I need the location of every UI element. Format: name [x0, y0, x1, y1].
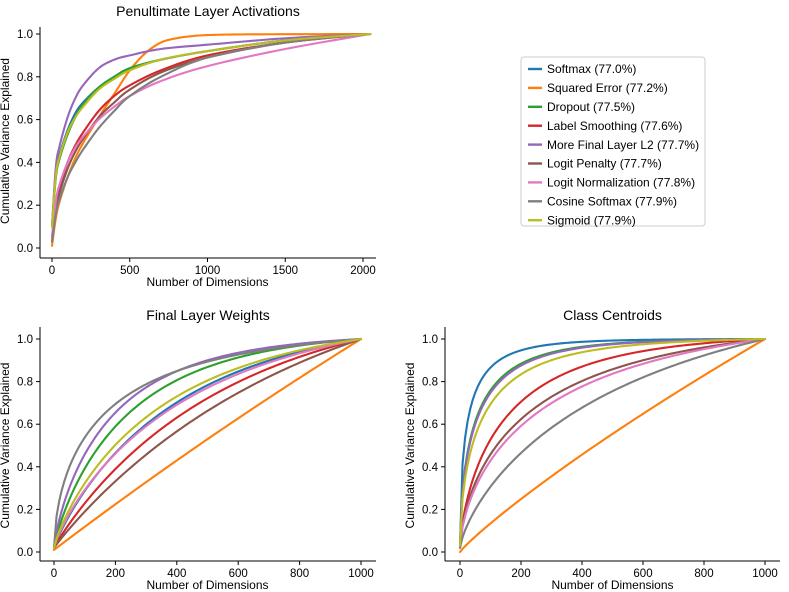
legend-label: Dropout (77.5%)	[547, 100, 635, 114]
legend-label: Label Smoothing (77.6%)	[547, 119, 682, 133]
legend-label: Softmax (77.0%)	[547, 62, 636, 76]
x-tick-label: 2000	[350, 265, 376, 277]
x-tick-label: 1000	[195, 265, 221, 277]
legend-item-softmax: Softmax (77.0%)	[528, 62, 636, 76]
y-tick-label: 0.4	[422, 462, 439, 474]
x-tick-label: 600	[229, 568, 248, 580]
y-tick-label: 0.8	[17, 72, 33, 84]
legend-label: More Final Layer L2 (77.7%)	[547, 138, 699, 152]
y-tick-label: 0.2	[17, 504, 33, 516]
series-line-label-smoothing	[52, 337, 363, 549]
y-tick-label: 0.2	[17, 200, 33, 212]
y-tick-label: 1.0	[422, 334, 438, 346]
legend-item-logit-normalization: Logit Normalization (77.8%)	[528, 176, 695, 190]
chart-final-layer-weights: Final Layer Weights 0.0 0.2 0.4 0.6 0.8 1.0 0 20…	[0, 307, 376, 592]
series-line-cosine-softmax	[52, 337, 363, 549]
y-tick-label: 0.0	[17, 243, 33, 255]
legend-item-logit-penalty: Logit Penalty (77.7%)	[528, 157, 662, 171]
series-line-more-final-layer-l2	[52, 337, 363, 549]
chart-title: Penultimate Layer Activations	[116, 3, 300, 19]
x-tick-label: 400	[167, 568, 186, 580]
series-line-softmax	[50, 32, 372, 228]
y-tick-label: 0.0	[422, 547, 438, 559]
x-tick-label: 1000	[752, 568, 778, 580]
legend-item-cosine-softmax: Cosine Softmax (77.9%)	[528, 195, 677, 209]
y-tick-label: 0.4	[17, 157, 34, 169]
y-tick-label: 0.4	[17, 462, 34, 474]
x-tick-label: 500	[120, 265, 139, 277]
x-tick-label: 1000	[348, 568, 374, 580]
y-tick-label: 1.0	[17, 29, 33, 41]
legend-label: Sigmoid (77.9%)	[547, 213, 636, 227]
y-axis-label: Cumulative Variance Explained	[0, 363, 12, 529]
chart-penultimate-layer-activations: Penultimate Layer Activations 0.0 0.2 0.4 0.…	[0, 3, 376, 289]
legend-label: Logit Normalization (77.8%)	[547, 176, 695, 190]
chart-class-centroids: Class Centroids 0.0 0.2 0.4 0.6 0.8 1.0 0 200 400…	[403, 307, 780, 592]
legend-label: Cosine Softmax (77.9%)	[547, 195, 677, 209]
series-line-logit-normalization	[458, 337, 767, 549]
series-line-squared-error	[52, 337, 363, 551]
y-tick-label: 0.8	[17, 377, 33, 389]
legend-item-sigmoid: Sigmoid (77.9%)	[528, 213, 636, 227]
y-tick-label: 0.6	[17, 419, 33, 431]
x-tick-label: 1500	[272, 265, 298, 277]
series-line-logit-penalty	[458, 337, 767, 549]
chart-title: Class Centroids	[563, 307, 662, 323]
x-axis-label: Number of Dimensions	[146, 275, 268, 289]
series-line-sigmoid	[50, 32, 372, 228]
legend-item-dropout: Dropout (77.5%)	[528, 100, 635, 114]
y-tick-label: 1.0	[17, 334, 33, 346]
x-tick-label: 600	[633, 568, 652, 580]
x-tick-label: 200	[511, 568, 530, 580]
series-line-sigmoid	[458, 337, 767, 547]
legend-label: Squared Error (77.2%)	[547, 81, 668, 95]
y-axis-label: Cumulative Variance Explained	[403, 363, 417, 529]
legend-item-label-smoothing: Label Smoothing (77.6%)	[528, 119, 682, 133]
x-axis-label: Number of Dimensions	[146, 578, 268, 592]
series-line-logit-normalization	[50, 32, 372, 239]
y-tick-label: 0.2	[422, 504, 438, 516]
y-tick-label: 0.6	[17, 115, 33, 127]
y-tick-label: 0.6	[422, 419, 438, 431]
x-tick-label: 0	[51, 568, 57, 580]
series-lines	[52, 337, 363, 551]
x-tick-label: 800	[290, 568, 309, 580]
legend-item-more-final-layer-l2: More Final Layer L2 (77.7%)	[528, 138, 699, 152]
series-line-sigmoid	[52, 337, 363, 549]
x-tick-label: 800	[694, 568, 713, 580]
series-line-dropout	[50, 32, 372, 228]
series-lines	[50, 32, 372, 247]
series-line-label-smoothing	[458, 337, 767, 549]
series-line-logit-normalization	[52, 337, 363, 549]
y-axis-label: Cumulative Variance Explained	[0, 58, 12, 224]
series-line-logit-penalty	[52, 337, 363, 549]
x-tick-label: 0	[457, 568, 463, 580]
legend-frame	[520, 56, 706, 227]
series-lines	[458, 337, 767, 554]
legend-item-squared-error: Squared Error (77.2%)	[528, 81, 668, 95]
legend-label: Logit Penalty (77.7%)	[547, 157, 662, 171]
series-line-cosine-softmax	[458, 337, 767, 549]
x-tick-label: 0	[49, 265, 55, 277]
series-line-squared-error	[458, 337, 767, 554]
x-tick-label: 400	[572, 568, 591, 580]
series-line-label-smoothing	[50, 32, 372, 239]
legend: Softmax (77.0%) Squared Error (77.2%) Drop…	[520, 56, 706, 227]
y-tick-label: 0.8	[422, 377, 438, 389]
chart-title: Final Layer Weights	[146, 307, 269, 323]
x-tick-label: 200	[106, 568, 125, 580]
y-tick-label: 0.0	[17, 547, 33, 559]
series-line-cosine-softmax	[50, 32, 372, 243]
x-axis-label: Number of Dimensions	[551, 578, 673, 592]
series-line-more-final-layer-l2	[50, 32, 372, 228]
